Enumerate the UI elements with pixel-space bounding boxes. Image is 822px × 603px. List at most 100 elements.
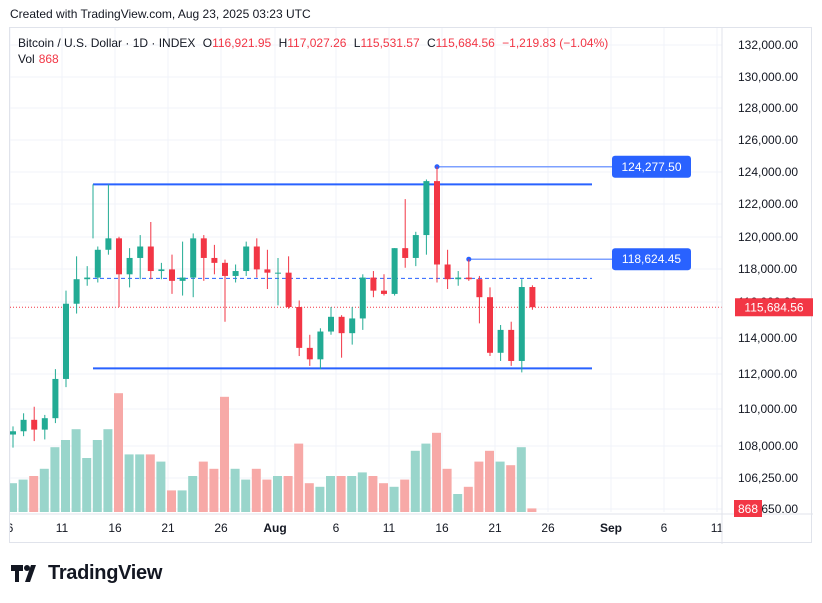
volume-bar bbox=[103, 429, 113, 512]
volume-bar bbox=[71, 429, 81, 512]
candle-body bbox=[518, 287, 525, 361]
price-levels bbox=[10, 164, 722, 370]
x-tick-label: 16 bbox=[108, 521, 122, 535]
tradingview-logo-text: TradingView bbox=[48, 562, 163, 584]
volume-bar bbox=[18, 479, 28, 512]
volume-bar bbox=[474, 461, 484, 512]
volume-bar bbox=[156, 461, 166, 512]
candle-body bbox=[529, 287, 536, 308]
candle-body bbox=[434, 181, 440, 265]
volume-bar bbox=[506, 465, 516, 512]
high-callout-label-box bbox=[612, 155, 691, 178]
volume-bar bbox=[29, 476, 39, 512]
legend-close-value: 115,684.56 bbox=[435, 36, 495, 50]
candle-body bbox=[253, 246, 260, 270]
candle-body bbox=[158, 269, 165, 272]
candlestick-chart[interactable]: 132,000.00 130,000.00 128,000.00 126,000.00… bbox=[10, 28, 813, 544]
candle-body bbox=[169, 269, 175, 281]
legend-high-key: H bbox=[278, 36, 288, 50]
volume-bar bbox=[10, 483, 17, 512]
chart-frame[interactable]: 132,000.00 130,000.00 128,000.00 126,000.00… bbox=[9, 27, 813, 544]
candle-body bbox=[497, 329, 504, 353]
volume-bar bbox=[368, 476, 378, 512]
y-tick-label: 110,000.00 bbox=[738, 402, 797, 416]
volume-bar bbox=[61, 440, 70, 512]
tradingview-logo[interactable]: TradingView bbox=[11, 562, 162, 585]
chart-legend: Bitcoin / U.S. Dollar · 1D · INDEX O116,… bbox=[18, 35, 608, 67]
last-volume-text: 868 bbox=[738, 502, 758, 516]
legend-high-value: 117,027.26 bbox=[287, 36, 347, 50]
y-tick-label: 106,250.00 bbox=[738, 471, 798, 485]
volume-bar bbox=[92, 440, 102, 512]
candle-body bbox=[359, 277, 366, 319]
candle-body bbox=[232, 271, 239, 276]
x-tick-label: Sep bbox=[600, 521, 622, 535]
volume-bar bbox=[273, 476, 282, 512]
volume-bar bbox=[251, 468, 261, 512]
x-tick-label: 11 bbox=[711, 521, 724, 535]
volume-bar bbox=[410, 450, 420, 512]
volume-bar bbox=[167, 490, 176, 512]
volume-bar bbox=[453, 494, 463, 512]
y-tick-label: 118,000.00 bbox=[738, 262, 797, 276]
volume-bar bbox=[294, 443, 304, 512]
volume-bar bbox=[495, 461, 505, 512]
candle-body bbox=[147, 246, 154, 272]
legend-close-key: C bbox=[426, 36, 436, 50]
volume-bar bbox=[283, 476, 293, 512]
candle-body bbox=[412, 235, 419, 258]
candle-body bbox=[306, 347, 313, 360]
candle-body bbox=[137, 246, 144, 258]
volume-bar bbox=[336, 476, 346, 512]
volume-bar bbox=[304, 483, 314, 512]
y-tick-label: 112,000.00 bbox=[738, 367, 797, 381]
x-tick-label: 11 bbox=[383, 521, 396, 535]
candle-body bbox=[465, 277, 472, 280]
volume-bar bbox=[516, 447, 526, 512]
volume-bar bbox=[241, 479, 251, 512]
y-tick-label: 124,000.00 bbox=[738, 165, 798, 179]
candle-body bbox=[200, 238, 207, 258]
legend-volume-label: Vol bbox=[18, 52, 35, 66]
volume-bar bbox=[527, 508, 537, 512]
volume-bar bbox=[135, 454, 145, 512]
volume-bars bbox=[10, 393, 537, 512]
candle-body bbox=[402, 248, 409, 258]
x-tick-label: 26 bbox=[541, 521, 555, 535]
volume-bar bbox=[326, 476, 335, 512]
volume-bar bbox=[315, 486, 325, 512]
volume-bar bbox=[82, 458, 92, 512]
volume-bar bbox=[379, 483, 388, 512]
y-tick-label: 132,000.00 bbox=[738, 38, 798, 52]
volume-bar bbox=[400, 479, 410, 512]
candle-body bbox=[296, 307, 303, 348]
candle-body bbox=[317, 331, 324, 360]
volume-bar bbox=[230, 468, 240, 512]
volume-bar bbox=[421, 443, 431, 512]
candle-body bbox=[476, 279, 483, 298]
legend-symbol: Bitcoin / U.S. Dollar · 1D · INDEX bbox=[18, 36, 196, 50]
y-tick-label: 126,000.00 bbox=[738, 133, 798, 147]
last-volume-tag bbox=[734, 500, 762, 517]
candle-body bbox=[190, 238, 197, 278]
candle-body bbox=[211, 257, 218, 263]
candle-body bbox=[349, 318, 356, 334]
candle-body bbox=[508, 329, 515, 361]
candle-body bbox=[455, 277, 462, 280]
candle-body bbox=[243, 246, 250, 272]
candle-body bbox=[275, 272, 281, 274]
candle-body bbox=[444, 264, 451, 280]
chart-caption: Created with TradingView.com, Aug 23, 20… bbox=[10, 7, 311, 21]
x-tick-label: 6 bbox=[661, 521, 668, 535]
volume-bar bbox=[432, 432, 441, 512]
candle-body bbox=[52, 378, 59, 419]
volume-bar bbox=[39, 468, 49, 512]
y-tick-label: 128,000.00 bbox=[738, 101, 798, 115]
y-tick-label: 130,000.00 bbox=[738, 70, 798, 84]
volume-bar bbox=[442, 468, 452, 512]
volume-bar bbox=[124, 454, 134, 512]
candle-body bbox=[84, 277, 91, 280]
legend-ohlc-row: Bitcoin / U.S. Dollar · 1D · INDEX O116,… bbox=[18, 35, 608, 51]
candle-body bbox=[328, 316, 334, 332]
candle-body bbox=[20, 419, 27, 432]
